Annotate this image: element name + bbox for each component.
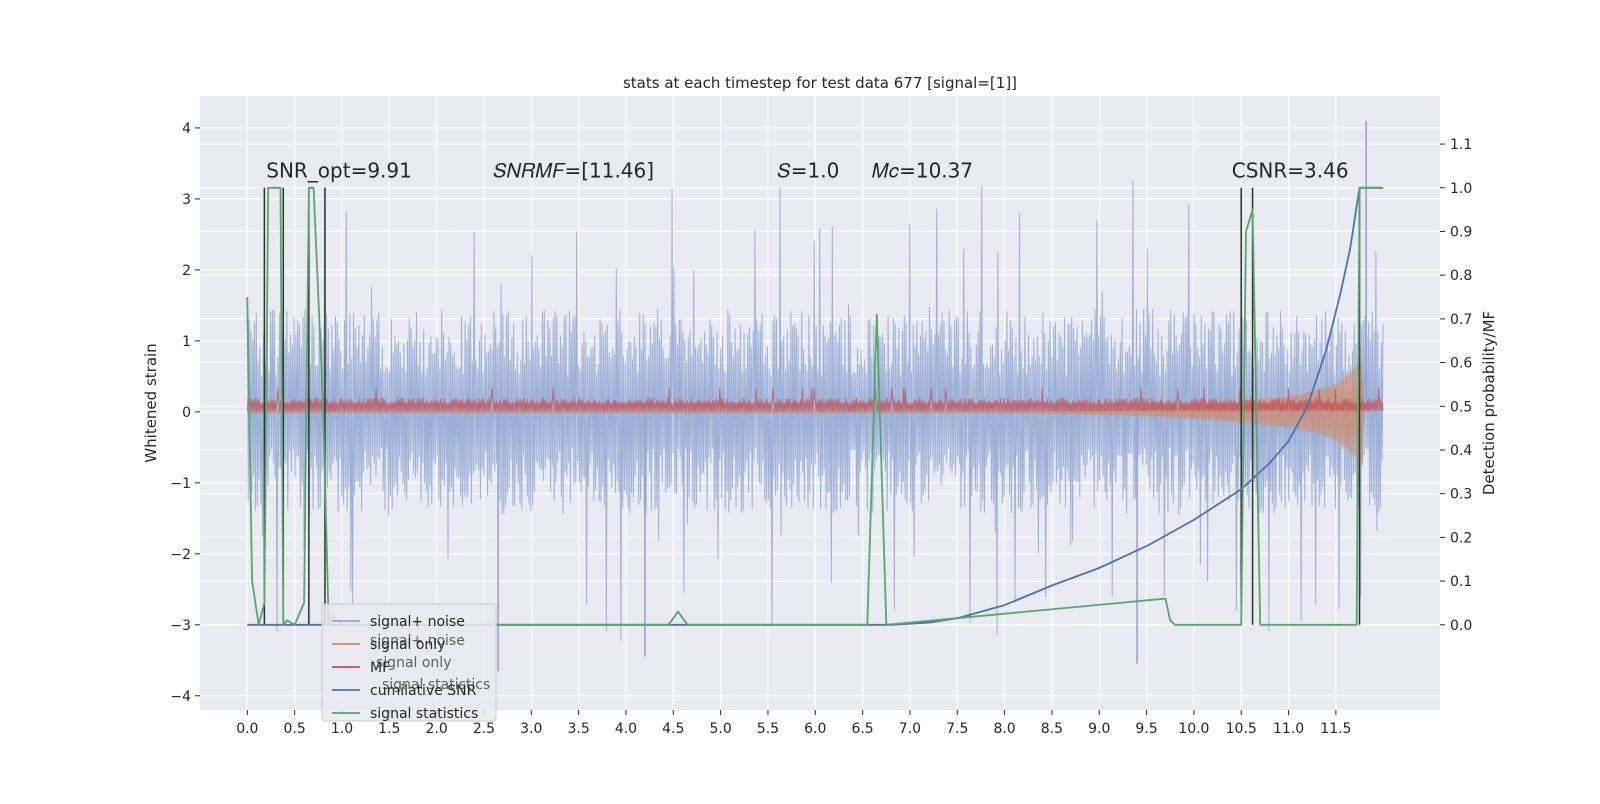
x-tick-label: 7.5 — [946, 721, 968, 737]
y-tick-label: −3 — [170, 618, 191, 634]
x-tick-label: 5.5 — [757, 721, 779, 737]
series-signal-noise-line — [246, 180, 1384, 641]
annotation-label: 𝑆=1.0 — [777, 159, 839, 183]
x-tick-label: 11.5 — [1320, 721, 1351, 737]
x-tick-label: 3.5 — [567, 721, 589, 737]
x-tick-label: 2.0 — [426, 721, 448, 737]
x-tick-label: 8.5 — [1041, 721, 1063, 737]
y2-tick-label: 0.4 — [1450, 443, 1472, 459]
legend-ghost-text: signal+ noise — [370, 633, 465, 649]
x-tick-label: 7.0 — [899, 721, 921, 737]
y-tick-label: 2 — [182, 263, 191, 279]
legend-label: cumilative SNR — [370, 683, 477, 699]
x-tick-label: 9.5 — [1135, 721, 1157, 737]
y2-tick-label: 0.2 — [1450, 530, 1472, 546]
legend-label: signal only — [370, 637, 445, 653]
x-tick-label: 1.0 — [331, 721, 353, 737]
series-cumulative-snr-line — [247, 186, 1384, 626]
x-tick-label: 0.0 — [236, 721, 258, 737]
y-tick-label: 0 — [182, 405, 191, 421]
annotations: SNR_opt=9.91 𝑆𝑁𝑅𝑀𝐹=[11.46] 𝑆=1.0 𝑀𝑐=10.37 CS… — [266, 159, 1348, 183]
x-tick-label: 0.5 — [284, 721, 306, 737]
legend-label: signal statistics — [370, 706, 478, 722]
y2-tick-label: 0.9 — [1450, 224, 1472, 240]
x-tick-label: 2.5 — [473, 721, 495, 737]
y2-tick-label: 0.3 — [1450, 487, 1472, 503]
x-tick-label: 8.0 — [993, 721, 1015, 737]
annotation-label: CSNR=3.46 — [1232, 159, 1349, 183]
x-tick-label: 11.0 — [1273, 721, 1304, 737]
annotation-label: SNR_opt=9.91 — [266, 159, 412, 183]
cumulative-snr-layer — [247, 186, 1384, 626]
x-tick-label: 1.5 — [378, 721, 400, 737]
x-tick-label: 10.0 — [1178, 721, 1209, 737]
legend-box — [321, 603, 497, 722]
y2-tick-label: 0.7 — [1450, 312, 1472, 328]
y-tick-label: −1 — [170, 476, 191, 492]
y2-tick-label: 0.1 — [1450, 574, 1472, 590]
x-tick-label: 3.0 — [520, 721, 542, 737]
y-tick-label: −4 — [170, 689, 191, 705]
x-tick-label: 9.0 — [1088, 721, 1110, 737]
y-tick-label: −2 — [170, 547, 191, 563]
y2-axis-label: Detection probability/MF — [1480, 311, 1498, 495]
y2-tick-label: 0.5 — [1450, 399, 1472, 415]
y2-tick-label: 0.6 — [1450, 356, 1472, 372]
annotation-label: 𝑆𝑁𝑅𝑀𝐹=[11.46] — [493, 159, 654, 183]
x-tick-label: 5.0 — [709, 721, 731, 737]
chart-title: stats at each timestep for test data 677… — [623, 74, 1017, 92]
annotation-label: 𝑀𝑐=10.37 — [872, 159, 973, 183]
ticks: 0.0 0.5 1.0 1.5 2.0 2.5 3.0 3.5 4.0 4.5 5.0 5.5 6.0 6… — [170, 121, 1472, 737]
y-axis-label: Whitened strain — [142, 343, 160, 462]
legend-ghost-text: signal only — [376, 655, 451, 671]
legend-label: MF — [370, 660, 390, 676]
series-mf-line — [246, 388, 1384, 412]
legend-ghost-text: signal statistics — [382, 677, 490, 693]
y2-tick-label: 1.1 — [1450, 137, 1472, 153]
y2-tick-label: 1.0 — [1450, 181, 1472, 197]
series-signal-statistics-line — [246, 186, 1384, 626]
legend-label: signal+ noise — [370, 614, 465, 630]
x-tick-label: 6.0 — [804, 721, 826, 737]
y2-tick-label: 0.0 — [1450, 618, 1472, 634]
series-signal-only-line — [246, 359, 1365, 464]
signal-statistics-layer — [246, 186, 1384, 626]
y2-tick-label: 0.8 — [1450, 268, 1472, 284]
y-tick-label: 4 — [182, 121, 191, 137]
x-tick-label: 10.5 — [1226, 721, 1257, 737]
x-tick-label: 6.5 — [851, 721, 873, 737]
y-tick-label: 1 — [182, 334, 191, 350]
x-tick-label: 4.5 — [662, 721, 684, 737]
signal-noise-layer — [246, 120, 1384, 671]
y-tick-label: 3 — [182, 192, 191, 208]
signal-only-layer — [246, 359, 1365, 464]
x-tick-label: 4.0 — [615, 721, 637, 737]
